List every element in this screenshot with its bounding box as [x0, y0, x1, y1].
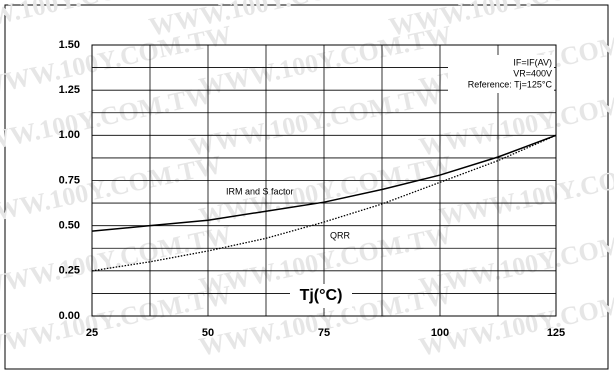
- plot-border: [91, 44, 557, 317]
- y-tick-label: 1.50: [59, 39, 80, 51]
- x-tick-label: 100: [431, 327, 449, 339]
- note: VR=400V: [513, 68, 552, 78]
- x-tick-label: 50: [202, 327, 214, 339]
- y-tick-label: 1.25: [59, 84, 80, 96]
- x-tick-label: 75: [318, 327, 330, 339]
- notes-box: [448, 55, 554, 93]
- y-tick-label: 0.00: [59, 310, 80, 322]
- y-tick-label: 0.25: [59, 265, 80, 277]
- y-tick-label: 0.75: [59, 174, 80, 186]
- x-tick-label: 25: [86, 327, 98, 339]
- x-tick-label: 125: [547, 327, 565, 339]
- note: Reference: Tj=125°C: [468, 79, 553, 89]
- x-label-box: [290, 284, 352, 308]
- note: IF=IF(AV): [513, 57, 552, 67]
- series-label: IRM and S factor: [226, 186, 294, 196]
- series-line: [91, 134, 557, 232]
- y-tick-label: 0.50: [59, 220, 80, 232]
- series-line: [91, 134, 557, 272]
- plot: 25 50 75 100 125 0.00 0.25 0.50 0.75 1.00 1.25 1.50…: [59, 39, 566, 339]
- y-tick-label: 1.00: [59, 129, 80, 141]
- x-axis-label: Tj(°C): [300, 287, 343, 304]
- series-label: QRR: [330, 230, 351, 240]
